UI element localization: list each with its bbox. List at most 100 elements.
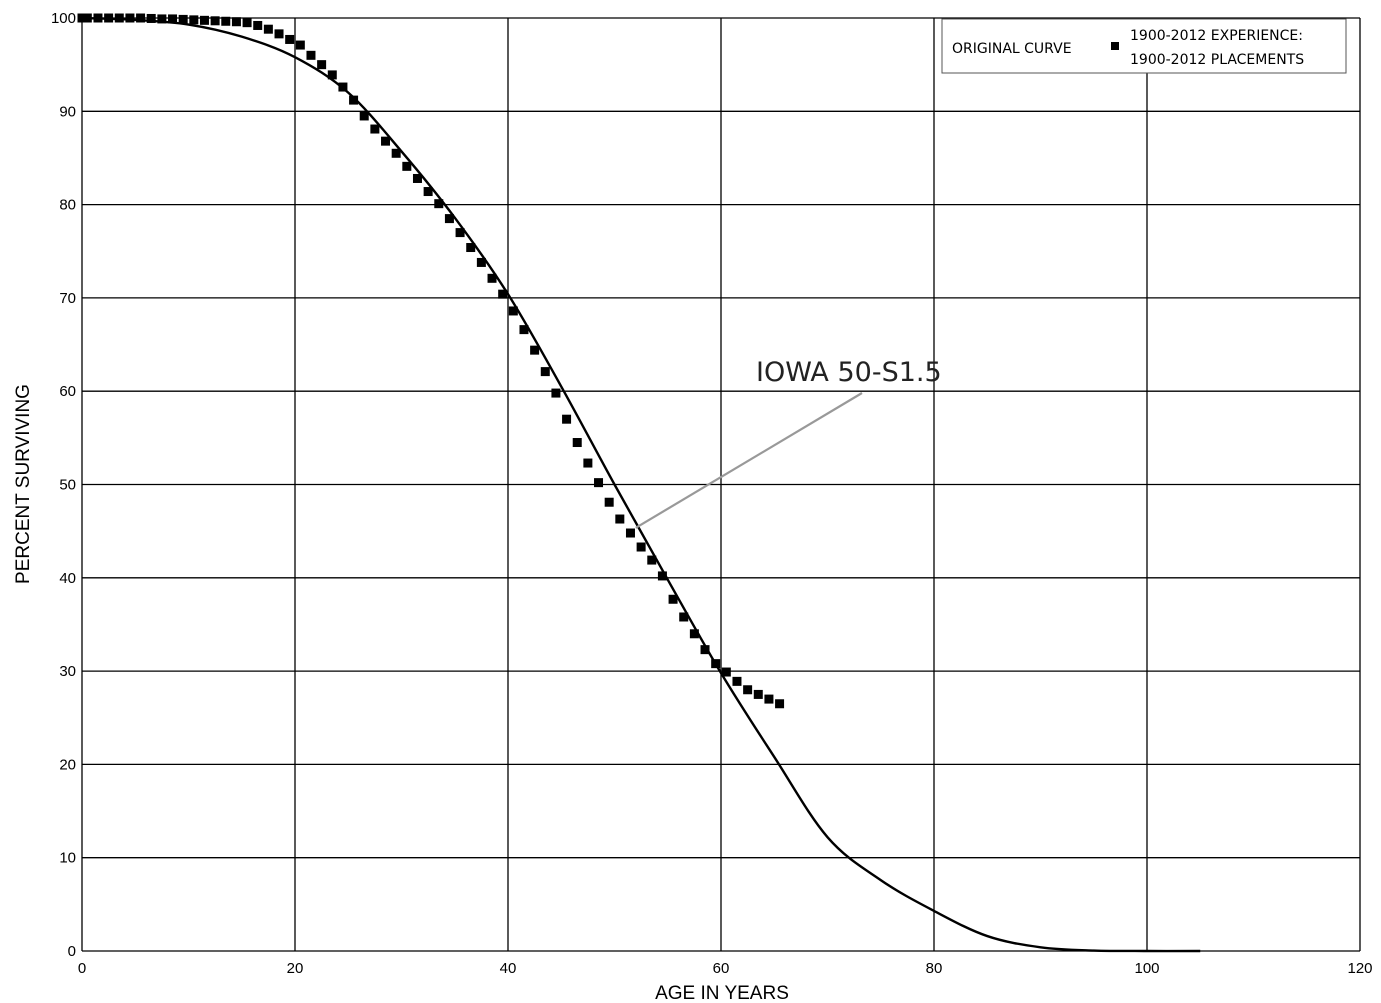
experience-point bbox=[189, 15, 199, 25]
x-axis-title: AGE IN YEARS bbox=[655, 983, 789, 1003]
experience-point bbox=[444, 214, 454, 224]
experience-point bbox=[136, 13, 146, 23]
experience-point bbox=[359, 111, 369, 121]
experience-point bbox=[519, 325, 529, 335]
experience-point bbox=[178, 14, 188, 24]
experience-point bbox=[700, 645, 710, 655]
experience-point bbox=[775, 699, 785, 709]
y-tick-label-80: 80 bbox=[59, 197, 76, 214]
plot-grid bbox=[81, 17, 1361, 952]
y-tick-label-10: 10 bbox=[59, 850, 76, 867]
experience-point bbox=[93, 13, 103, 23]
experience-point bbox=[615, 514, 625, 524]
y-tick-label-40: 40 bbox=[59, 570, 76, 587]
annotation-leader-line bbox=[635, 392, 863, 529]
experience-point bbox=[242, 18, 252, 28]
experience-point bbox=[104, 13, 114, 23]
experience-point bbox=[466, 243, 476, 253]
experience-point bbox=[210, 16, 220, 26]
y-tick-label-0: 0 bbox=[68, 943, 76, 960]
legend-box bbox=[941, 18, 1347, 74]
experience-point bbox=[721, 667, 731, 677]
x-tick-label-40: 40 bbox=[500, 960, 517, 977]
x-tick-label-100: 100 bbox=[1134, 960, 1159, 977]
annotation-iowa-label: IOWA 50-S1.5 bbox=[756, 357, 942, 388]
legend: ORIGINAL CURVE 1900-2012 EXPERIENCE: 190… bbox=[941, 18, 1347, 74]
y-axis-ticks: 0 10 20 30 40 50 60 70 80 90 100 bbox=[51, 10, 76, 960]
experience-point bbox=[540, 367, 550, 377]
y-tick-label-100: 100 bbox=[51, 10, 76, 27]
experience-point bbox=[487, 273, 497, 283]
y-axis-title: PERCENT SURVIVING bbox=[13, 384, 34, 584]
legend-points-label-line2: 1900-2012 PLACEMENTS bbox=[1130, 52, 1304, 68]
experience-point bbox=[732, 676, 742, 686]
experience-point bbox=[604, 497, 614, 507]
experience-point bbox=[743, 685, 753, 695]
experience-point bbox=[498, 289, 508, 299]
experience-point bbox=[679, 612, 689, 622]
y-tick-label-70: 70 bbox=[59, 290, 76, 307]
experience-point bbox=[77, 13, 87, 23]
experience-point bbox=[168, 14, 178, 24]
y-tick-label-60: 60 bbox=[59, 383, 76, 400]
y-tick-label-20: 20 bbox=[59, 756, 76, 773]
experience-point bbox=[381, 136, 391, 146]
experience-point bbox=[689, 629, 699, 639]
experience-point bbox=[572, 438, 582, 448]
experience-point bbox=[327, 70, 337, 80]
experience-point bbox=[562, 414, 572, 424]
experience-point bbox=[530, 345, 540, 355]
experience-point bbox=[402, 161, 412, 171]
experience-point bbox=[114, 13, 124, 23]
experience-point bbox=[274, 29, 284, 39]
x-tick-label-20: 20 bbox=[287, 960, 304, 977]
x-tick-label-60: 60 bbox=[713, 960, 730, 977]
experience-point bbox=[157, 14, 167, 24]
experience-point bbox=[583, 458, 593, 468]
experience-point bbox=[125, 13, 135, 23]
experience-point bbox=[370, 124, 380, 134]
experience-point bbox=[412, 173, 422, 183]
legend-point-marker bbox=[1111, 42, 1119, 50]
experience-point bbox=[199, 15, 209, 25]
experience-point bbox=[423, 187, 433, 197]
experience-point bbox=[625, 528, 635, 538]
experience-point bbox=[146, 13, 156, 23]
experience-point bbox=[253, 20, 263, 30]
legend-curve-label: ORIGINAL CURVE bbox=[952, 41, 1072, 57]
x-tick-label-80: 80 bbox=[926, 960, 943, 977]
y-tick-label-90: 90 bbox=[59, 103, 76, 120]
experience-point bbox=[668, 594, 678, 604]
x-tick-label-120: 120 bbox=[1347, 960, 1372, 977]
experience-point bbox=[338, 82, 348, 92]
experience-point bbox=[647, 555, 657, 565]
experience-point bbox=[508, 306, 518, 316]
legend-points-label-line1: 1900-2012 EXPERIENCE: bbox=[1130, 28, 1303, 44]
experience-point bbox=[263, 24, 273, 34]
experience-point bbox=[317, 60, 327, 70]
experience-point bbox=[753, 689, 763, 699]
experience-point bbox=[434, 199, 444, 209]
experience-point bbox=[636, 542, 646, 552]
experience-point bbox=[711, 659, 721, 669]
experience-point bbox=[82, 13, 92, 23]
experience-point bbox=[285, 34, 295, 44]
experience-point bbox=[455, 228, 465, 238]
experience-point bbox=[221, 16, 231, 26]
experience-point bbox=[764, 694, 774, 704]
experience-point bbox=[476, 257, 486, 267]
experience-point bbox=[551, 388, 561, 398]
experience-point bbox=[295, 40, 305, 50]
x-tick-label-0: 0 bbox=[78, 960, 86, 977]
y-tick-label-30: 30 bbox=[59, 663, 76, 680]
original-curve-line bbox=[81, 16, 1201, 953]
experience-point bbox=[349, 95, 359, 105]
experience-point bbox=[231, 17, 241, 27]
experience-point bbox=[306, 50, 316, 60]
experience-point bbox=[657, 571, 667, 581]
experience-point bbox=[391, 148, 401, 158]
experience-points bbox=[77, 13, 785, 709]
x-axis-ticks: 0 20 40 60 80 100 120 bbox=[78, 960, 1373, 977]
y-tick-label-50: 50 bbox=[59, 477, 76, 494]
